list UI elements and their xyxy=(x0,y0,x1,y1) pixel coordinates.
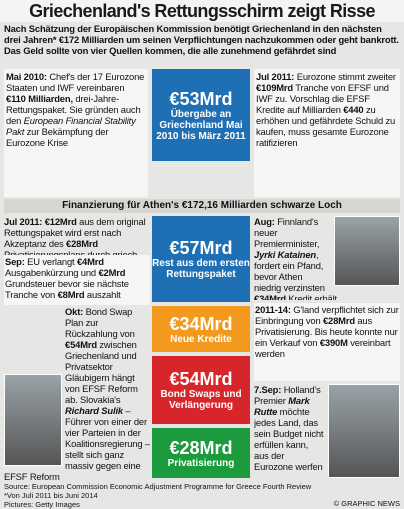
text-run: EU verlangt xyxy=(24,256,77,267)
text-run: €2Mrd xyxy=(98,267,126,278)
text-run: Kredit erhält xyxy=(285,293,337,300)
block-label: Privatisierung xyxy=(167,457,235,469)
text-run: Chef's der 17 Eurozone Staaten und IWF v… xyxy=(6,71,145,93)
block-label: Neue Kredite xyxy=(170,333,232,345)
text-run: €34Mrd xyxy=(254,293,286,300)
text-block: 7.Sep: Holland's Premier Mark Rutte möch… xyxy=(254,384,400,480)
picture-credit: Pictures: Getty Images xyxy=(4,500,80,509)
amount: €28Mrd xyxy=(169,437,233,458)
text-run: Finnland's neuer Premierminister, xyxy=(254,216,320,249)
text-run: zwischen Griechenland und Privatsektor G… xyxy=(65,339,138,405)
amount: €53Mrd xyxy=(169,88,233,109)
text-run: Jul 2011: xyxy=(4,216,43,227)
funding-block: €34Mrd Neue Kredite xyxy=(152,306,250,352)
paragraph: 7.Sep: Holland's Premier Mark Rutte möch… xyxy=(254,384,324,472)
text-run: Ausgabenkürzung und xyxy=(5,267,99,278)
text-run: Mai 2010: xyxy=(6,71,47,82)
text-block: Mai 2010: Chef's der 17 Eurozone Staaten… xyxy=(4,69,148,197)
block-label: Bond Swaps und Verlängerung xyxy=(160,389,242,411)
text-run: 7.Sep: xyxy=(254,384,282,395)
text-run: aus dem original Rettungspaket wird erst… xyxy=(4,216,146,249)
funding-block: €54Mrd Bond Swaps und Verlängerung xyxy=(152,356,250,424)
block-label: Rest aus dem ersten Rettungspaket xyxy=(152,258,250,280)
text-run: drei-Jahre-Rettungspaket. Sie gründen au… xyxy=(6,93,141,126)
text-run: , fordert ein Pfand, bevor Athen niedrig… xyxy=(254,249,325,293)
paragraph: Okt: Bond Swap Plan zur Rückzahlung von … xyxy=(4,306,150,480)
text-run: Mark Rutte xyxy=(254,395,310,417)
text-run: Aug: xyxy=(254,216,275,227)
paragraph: Aug: Finnland's neuer Premierminister, J… xyxy=(254,216,337,300)
text-run: Grundsteuer bevor sie nächste Tranche vo… xyxy=(5,278,129,300)
text-run: €28Mrd xyxy=(322,315,355,326)
text-run: vereinbart werden xyxy=(255,337,391,359)
text-run: Jul 2011: xyxy=(256,71,295,82)
text-run: aus Privatisierung. Bis heute konnte nur… xyxy=(255,315,398,348)
banner: Finanzierung für Athen's €172,16 Milliar… xyxy=(4,199,400,213)
amount: €54Mrd xyxy=(169,369,233,389)
funding-block: €28Mrd Privatisierung xyxy=(152,428,250,478)
text-run: – Führer von einer der vier Parteien in … xyxy=(4,405,150,480)
intro: Nach Schätzung der Europäischen Kommissi… xyxy=(4,23,399,56)
top-block: €53Mrd Übergabe an Griechenland Mai 2010… xyxy=(152,69,250,161)
text-run: Tranche von EFSF und IWF zu. Vorschlag d… xyxy=(256,82,389,115)
text-run: €54Mrd xyxy=(65,339,97,350)
text-run: möchte jedes Land, das sein Budget nicht… xyxy=(254,406,324,472)
block-label: Übergabe an Griechenland Mai 2010 bis Mä… xyxy=(156,108,246,142)
footnote: *Von Juli 2011 bis Juni 2014 xyxy=(4,491,98,500)
text-run: €4Mrd xyxy=(76,256,104,267)
text-run: auszahlt xyxy=(84,289,121,300)
text-run: €390M xyxy=(319,337,348,348)
text-run: €28Mrd xyxy=(66,238,98,249)
text-run: Holland's Premier xyxy=(254,384,321,406)
text-block: Aug: Finnland's neuer Premierminister, J… xyxy=(254,216,400,300)
text-run: Richard Sulik xyxy=(65,405,123,416)
text-run: zur Bekämpfung der Eurozone Krise xyxy=(6,126,109,148)
text-run: Bond Swap Plan zur Rückzahlung von xyxy=(65,306,135,339)
text-run: zu erhöhen und gefährdete Schuld zu kauf… xyxy=(256,104,396,148)
photo xyxy=(334,216,400,286)
text-block: Jul 2011: Eurozone stimmt zweiter €109Mr… xyxy=(254,69,400,197)
amount: €57Mrd xyxy=(169,238,233,258)
amount: €34Mrd xyxy=(169,313,233,334)
text-run: €109Mrd xyxy=(256,82,293,93)
text-block: Sep: EU verlangt €4Mrd Ausgabenkürzung u… xyxy=(4,255,150,305)
funding-block: €57Mrd Rest aus dem ersten Rettungspaket xyxy=(152,216,250,302)
text-run: €110 Milliarden, xyxy=(6,93,73,104)
text-run: €8Mrd xyxy=(57,289,85,300)
text-run: Jyrki Katainen xyxy=(254,249,316,260)
credit: © GRAPHIC NEWS xyxy=(333,499,400,508)
photo xyxy=(328,384,400,478)
text-run: 2011-14: xyxy=(255,304,291,315)
title: Griechenland's Rettungsschirm zeigt Riss… xyxy=(0,0,404,22)
text-run: €440 xyxy=(343,104,364,115)
text-run: G'land verpflichtet sich zur Einbringung… xyxy=(255,304,399,326)
text-run: Okt: xyxy=(65,306,84,317)
text-block: 2011-14: G'land verpflichtet sich zur Ei… xyxy=(254,303,400,381)
photo xyxy=(4,374,62,466)
source: Source: European Commission Economic Adj… xyxy=(4,482,312,491)
text-run: Sep: xyxy=(5,256,25,267)
text-run: €12Mrd xyxy=(44,216,77,227)
text-run: Eurozone stimmt zweiter xyxy=(294,71,396,82)
text-block: Okt: Bond Swap Plan zur Rückzahlung von … xyxy=(4,306,150,480)
text-run: European Financial Stability Pakt xyxy=(6,115,136,137)
